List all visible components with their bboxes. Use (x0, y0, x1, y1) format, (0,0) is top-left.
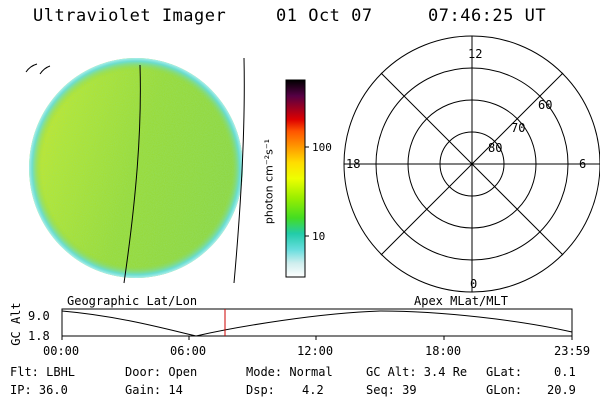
orbit-xtick: 06:00 (170, 344, 206, 358)
orbit-xtick: 00:00 (43, 344, 79, 358)
mlt-label-18: 18 (346, 157, 360, 171)
status-ip: IP: 36.0 (10, 383, 68, 397)
lat-label-80: 80 (488, 141, 502, 155)
status-glat-label: GLat: (486, 365, 522, 379)
color-bar (286, 80, 309, 277)
status-gc-alt: GC Alt: 3.4 Re (366, 365, 467, 379)
orbit-ytick-min: 1.8 (28, 329, 50, 343)
status-glon-value: 20.9 (547, 383, 576, 397)
apex-label: Apex MLat/MLT (414, 294, 508, 308)
colorbar-tick-10: 10 (312, 230, 325, 243)
lat-label-70: 70 (511, 121, 525, 135)
orbit-xtick: 23:59 (554, 344, 590, 358)
geographic-label: Geographic Lat/Lon (67, 294, 197, 308)
status-glon-label: GLon: (486, 383, 522, 397)
status-gain: Gain: 14 (125, 383, 183, 397)
status-door: Door: Open (125, 365, 197, 379)
status-glat-value: 0.1 (554, 365, 576, 379)
status-dsp-value: 4.2 (302, 383, 324, 397)
uv-earth-image (26, 58, 244, 283)
orbit-xtick: 12:00 (297, 344, 333, 358)
orbit-plot (62, 309, 572, 340)
mlt-label-0: 0 (470, 277, 477, 291)
colorbar-unit-label: photon cm⁻²s⁻¹ (263, 122, 276, 242)
mlt-label-12: 12 (468, 47, 482, 61)
orbit-axis-label: GC Alt (9, 302, 23, 346)
orbit-ytick-max: 9.0 (28, 309, 50, 323)
status-dsp-label: Dsp: (246, 383, 275, 397)
lat-label-60: 60 (538, 98, 552, 112)
polar-plot (344, 36, 600, 292)
orbit-xtick: 18:00 (425, 344, 461, 358)
status-filter: Flt: LBHL (10, 365, 75, 379)
mlt-label-6: 6 (579, 157, 586, 171)
status-seq: Seq: 39 (366, 383, 417, 397)
status-mode: Mode: Normal (246, 365, 333, 379)
colorbar-tick-100: 100 (312, 141, 332, 154)
